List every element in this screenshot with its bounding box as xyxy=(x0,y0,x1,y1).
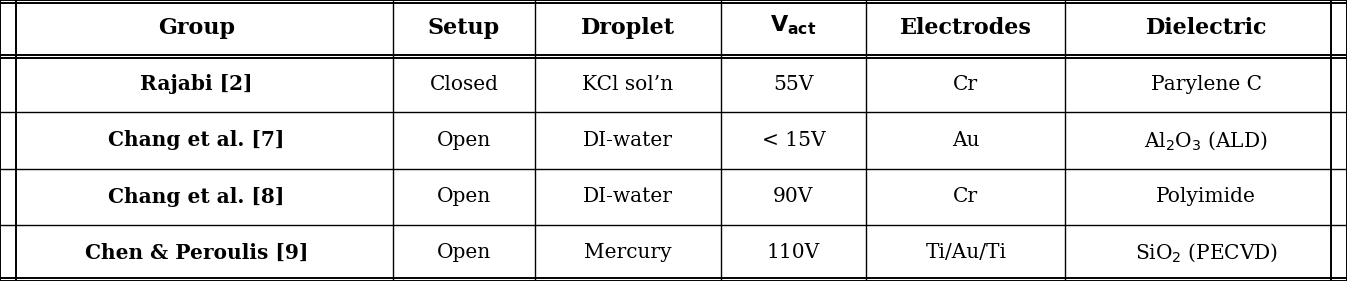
Text: Chen & Peroulis [9]: Chen & Peroulis [9] xyxy=(85,243,308,263)
Text: < 15V: < 15V xyxy=(761,131,826,150)
Text: Group: Group xyxy=(158,17,236,39)
Text: Au: Au xyxy=(952,131,979,150)
Text: Polyimide: Polyimide xyxy=(1156,187,1257,206)
Text: $\mathbf{V}_{\mathbf{act}}$: $\mathbf{V}_{\mathbf{act}}$ xyxy=(770,13,816,37)
Text: Cr: Cr xyxy=(954,75,978,94)
Text: Open: Open xyxy=(436,187,492,206)
Text: Chang et al. [7]: Chang et al. [7] xyxy=(109,130,284,151)
Text: Open: Open xyxy=(436,131,492,150)
Text: Closed: Closed xyxy=(430,75,498,94)
Text: SiO$_2$ (PECVD): SiO$_2$ (PECVD) xyxy=(1134,242,1278,264)
Text: KCl sol’n: KCl sol’n xyxy=(582,75,674,94)
Text: Al$_2$O$_3$ (ALD): Al$_2$O$_3$ (ALD) xyxy=(1145,129,1268,152)
Text: Ti/Au/Ti: Ti/Au/Ti xyxy=(925,243,1006,262)
Text: DI-water: DI-water xyxy=(583,187,672,206)
Text: DI-water: DI-water xyxy=(583,131,672,150)
Text: Open: Open xyxy=(436,243,492,262)
Text: Setup: Setup xyxy=(428,17,500,39)
Text: 90V: 90V xyxy=(773,187,814,206)
Text: Rajabi [2]: Rajabi [2] xyxy=(140,74,253,94)
Text: Mercury: Mercury xyxy=(583,243,672,262)
Text: Parylene C: Parylene C xyxy=(1150,75,1262,94)
Text: Droplet: Droplet xyxy=(581,17,675,39)
Text: Chang et al. [8]: Chang et al. [8] xyxy=(109,187,284,207)
Text: Dielectric: Dielectric xyxy=(1145,17,1268,39)
Text: 55V: 55V xyxy=(773,75,814,94)
Text: Electrodes: Electrodes xyxy=(900,17,1032,39)
Text: 110V: 110V xyxy=(766,243,820,262)
Text: Cr: Cr xyxy=(954,187,978,206)
